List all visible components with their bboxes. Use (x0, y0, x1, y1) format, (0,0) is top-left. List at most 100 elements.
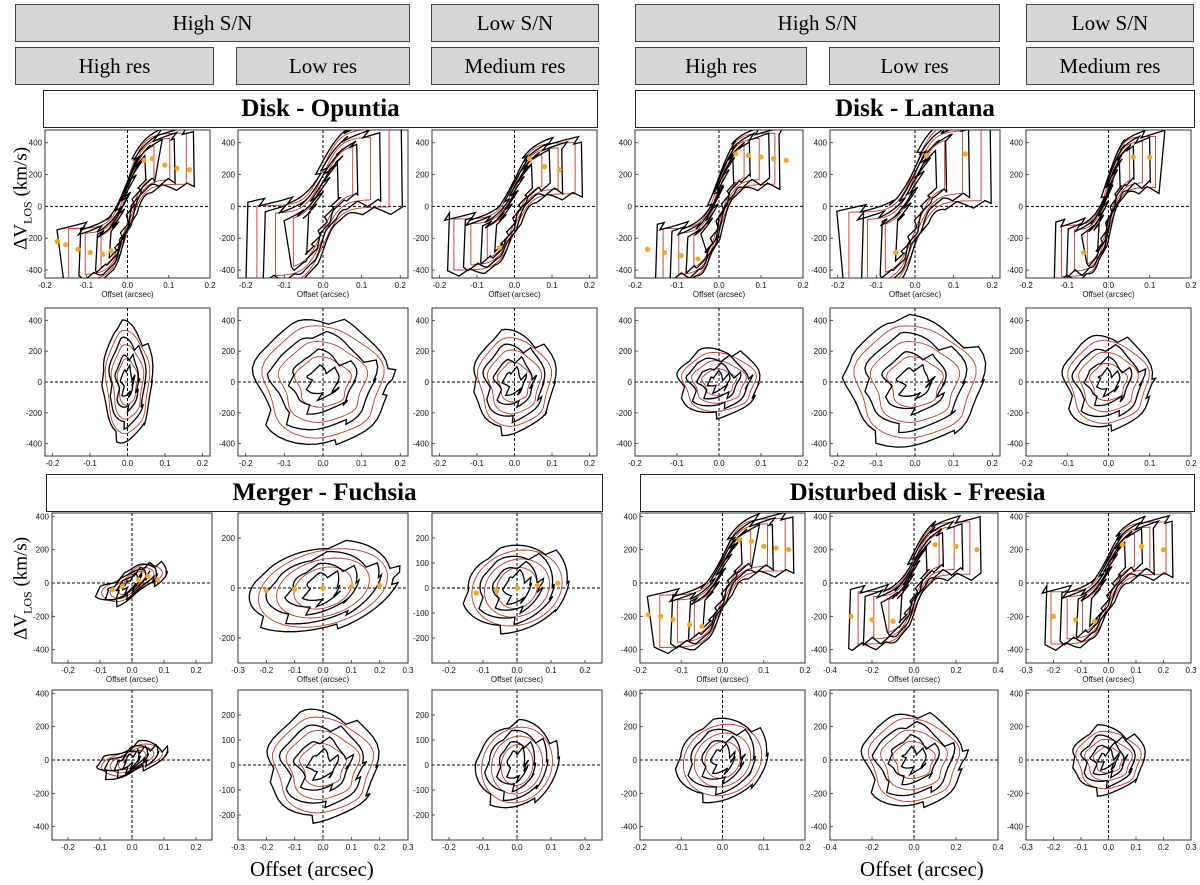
y-tick-label: 0 (425, 378, 430, 387)
header-left-high-res-label: High res (78, 53, 151, 78)
panel-x-label: Offset (arcsec) (101, 290, 154, 299)
chart-panel-opuntia-minor-medium: -400 -200 0 200 400 -0.2 -0.1 0.0 0.1 0.2 (413, 307, 598, 468)
x-tick-label: 0.2 (584, 459, 596, 468)
x-tick-label: 0.1 (356, 281, 368, 290)
x-tick-label: 0.0 (511, 666, 523, 675)
chart-panel-opuntia-major-high: -400 -200 0 200 400 -0.2 -0.1 0.0 0.1 0.2 Offset (… (26, 129, 216, 299)
header-left-medium-res: Medium res (431, 47, 599, 85)
x-tick-label: -0.2 (831, 281, 845, 290)
velocity-point (87, 249, 93, 256)
x-tick-label: -0.1 (1074, 843, 1088, 852)
data-contour-3 (896, 540, 932, 624)
model-contour-0 (104, 329, 151, 435)
data-contour-2 (880, 528, 945, 637)
x-tick-label: 0.1 (1144, 281, 1156, 290)
data-contour-1 (478, 552, 556, 626)
y-tick-label: -400 (1007, 266, 1024, 275)
plot-area (1026, 513, 1191, 663)
data-contour-2 (495, 740, 537, 793)
data-contour-3 (1096, 747, 1120, 771)
velocity-point (1160, 547, 1167, 553)
y-tick-label: 200 (1010, 723, 1024, 732)
y-tick-label: -200 (33, 612, 50, 621)
velocity-point (869, 617, 875, 623)
y-tick-label: -400 (219, 266, 236, 275)
y-tick-label: 0 (633, 579, 638, 588)
plot-area (1026, 130, 1191, 278)
y-tick-label: 400 (1010, 689, 1024, 698)
x-tick-label: -0.2 (633, 843, 647, 852)
x-tick-label: -0.2 (633, 666, 647, 675)
data-contour-3 (493, 162, 534, 254)
chart-panel-freesia-minor-medium: -400 -200 0 200 400 -0.3 -0.2 -0.1 0.0 0.1 0.2 0.3 (1007, 689, 1197, 852)
y-tick-label: -200 (616, 234, 633, 243)
data-contour-2 (687, 523, 761, 642)
x-tick-label: 0.1 (758, 666, 770, 675)
y-tick-label: -200 (1007, 612, 1024, 621)
x-tick-label: -0.1 (470, 459, 484, 468)
panel-x-label: Offset (arcsec) (888, 675, 941, 684)
velocity-point (320, 585, 326, 591)
model-contour-0 (261, 325, 385, 439)
y-tick-label: 200 (1010, 347, 1024, 356)
y-tick-label: -200 (33, 789, 50, 798)
x-tick-label: -0.1 (670, 459, 684, 468)
y-tick-label: 200 (814, 171, 828, 180)
x-tick-label: 0.2 (1158, 843, 1170, 852)
x-tick-label: 0.2 (987, 459, 999, 468)
y-tick-label: 400 (619, 139, 633, 148)
velocity-point (785, 547, 792, 553)
x-tick-label: 0.2 (797, 459, 809, 468)
panel-x-label: Offset (arcsec) (1082, 290, 1135, 299)
data-contour-2 (1083, 355, 1133, 407)
y-tick-label: 400 (416, 316, 430, 325)
x-tick-label: 0.1 (158, 666, 170, 675)
model-contour-1 (490, 735, 544, 795)
data-contour-1 (1080, 734, 1136, 789)
chart-panel-lantana-major-medium: -400 -200 0 200 400 -0.2 -0.1 0.0 0.1 0.2 Offset (… (1007, 129, 1197, 299)
y-tick-label: 200 (29, 347, 43, 356)
x-tick-label: 0.2 (190, 666, 202, 675)
plot-area (635, 308, 803, 456)
data-contour-0 (1061, 334, 1158, 432)
y-tick-label: -200 (26, 234, 43, 243)
y-tick-label: 0 (425, 761, 430, 770)
velocity-point (186, 167, 192, 173)
velocity-point (661, 249, 668, 256)
x-tick-label: -0.1 (476, 843, 490, 852)
velocity-point (848, 613, 854, 619)
model-contour-0 (857, 521, 971, 645)
data-contour-3 (302, 155, 344, 256)
x-tick-label: -0.1 (288, 843, 302, 852)
x-tick-label: 0.1 (1130, 666, 1142, 675)
data-contour-2 (491, 560, 545, 615)
header-right-low-res-label: Low res (880, 53, 949, 78)
velocity-point (110, 587, 116, 593)
velocity-point (149, 156, 155, 162)
x-tick-label: 0.1 (346, 666, 358, 675)
x-tick-label: 0.1 (158, 843, 170, 852)
plot-area (1026, 308, 1191, 456)
chart-panel-lantana-minor-low: -400 -200 0 200 400 -0.2 -0.1 0.0 0.1 0.2 (811, 307, 1001, 468)
y-tick-label: -200 (413, 811, 430, 820)
velocity-point (953, 543, 959, 549)
model-contour-0 (256, 130, 390, 278)
plot-area (238, 690, 408, 840)
panel-x-label: Offset (arcsec) (491, 675, 544, 684)
y-tick-label: 200 (416, 711, 430, 720)
header-right-low-sn: Low S/N (1026, 4, 1194, 42)
x-tick-label: 0.4 (992, 843, 1004, 852)
plot-area (238, 130, 408, 278)
y-tick-label: -400 (1007, 823, 1024, 832)
y-tick-label: -200 (811, 409, 828, 418)
data-contour-3 (121, 748, 142, 771)
data-contour-3 (501, 568, 533, 605)
data-contour-2 (879, 133, 953, 278)
x-tick-label: -0.2 (865, 843, 879, 852)
x-tick-label: 0.3 (402, 843, 414, 852)
velocity-point (771, 156, 777, 162)
data-contour-1 (108, 336, 147, 431)
x-tick-label: -0.1 (869, 459, 883, 468)
velocity-point (783, 157, 789, 163)
chart-panel-lantana-minor-medium: -400 -200 0 200 400 -0.2 -0.1 0.0 0.1 0.2 (1007, 307, 1197, 468)
